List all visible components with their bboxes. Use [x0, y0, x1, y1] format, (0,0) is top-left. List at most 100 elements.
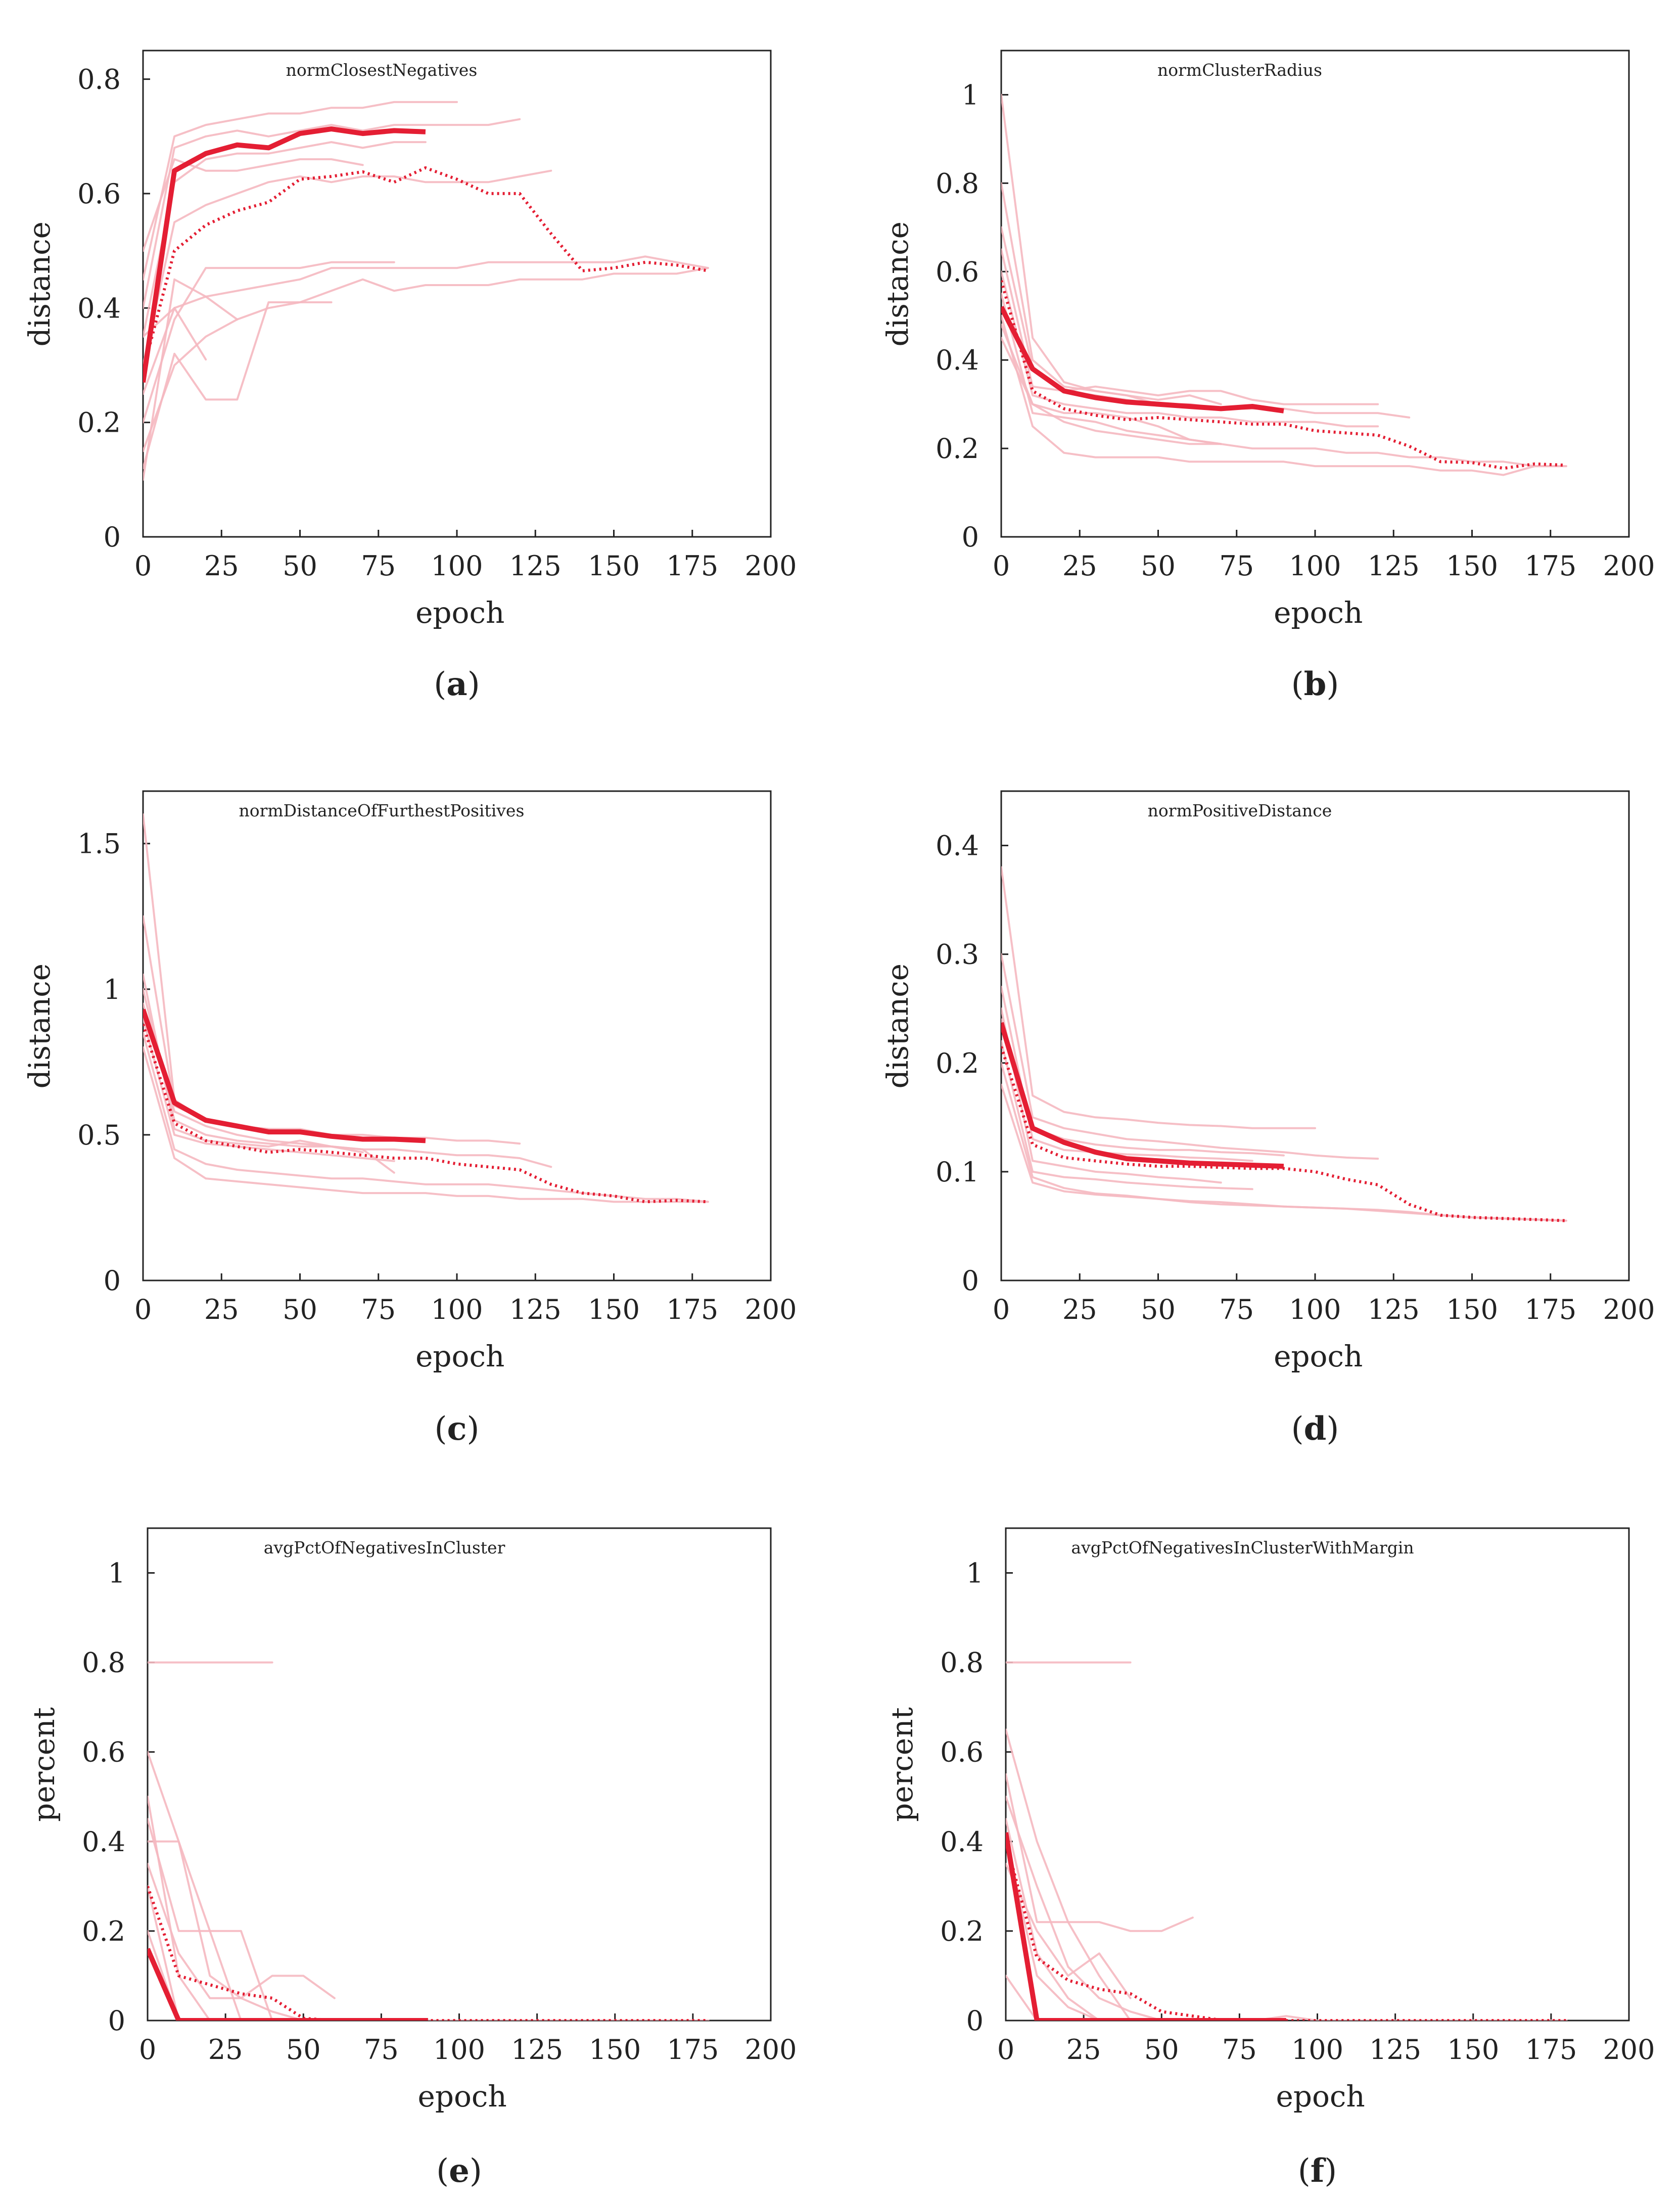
background-series-line [143, 169, 552, 366]
series-group [1001, 866, 1567, 1222]
background-series-line [1001, 1040, 1253, 1190]
y-tick-label: 1 [966, 1557, 984, 1589]
x-tick-label: 200 [1603, 1294, 1655, 1325]
y-tick-label: 0.2 [936, 1047, 979, 1079]
x-tick-label: 150 [1447, 2034, 1499, 2066]
x-tick-label: 175 [1524, 550, 1576, 582]
plot-title: normDistanceOfFurthestPositives [239, 801, 524, 820]
background-series-line [143, 1046, 709, 1203]
x-tick-label: 125 [1369, 2034, 1421, 2066]
series-group [143, 101, 709, 481]
solid-mean-series-line [1001, 305, 1284, 414]
y-tick-label: 0 [108, 2005, 125, 2037]
chart-panel-a: 0 25 50 75 100 125 150 175 200 0 0.2 0.4 0.6 0.8 normC… [22, 50, 797, 703]
series-group [143, 813, 709, 1204]
plot-title: normClusterRadius [1157, 60, 1322, 80]
solid-mean-series-line [143, 126, 426, 383]
y-tick-label: 0.8 [82, 1647, 125, 1679]
background-series-line [1001, 866, 1316, 1129]
y-tick-label: 0.2 [82, 1915, 125, 1947]
x-tick-label: 200 [744, 1294, 797, 1325]
x-tick-label: 125 [511, 2034, 563, 2066]
y-axis-title: distance [880, 964, 915, 1089]
y-axis-title: distance [22, 964, 57, 1089]
x-tick-label: 75 [364, 2034, 399, 2066]
x-tick-label: 75 [361, 550, 396, 582]
x-tick-label: 175 [1524, 1294, 1576, 1325]
x-tick-label: 0 [139, 2034, 156, 2066]
background-series-line [1001, 953, 1379, 1160]
background-series-line [1001, 337, 1567, 468]
y-tick-label: 0.4 [936, 830, 979, 862]
x-tick-label: 200 [1603, 550, 1655, 582]
y-tick-label: 0.8 [940, 1647, 984, 1679]
y-tick-label: 0 [104, 521, 121, 553]
dotted-mean-series-line [143, 166, 709, 372]
background-series-line [143, 261, 395, 424]
y-tick-label: 0.6 [936, 256, 979, 288]
y-tick-label: 1 [104, 974, 121, 1005]
x-tick-label: 200 [744, 2034, 797, 2066]
y-tick-label: 0.2 [940, 1915, 984, 1947]
y-tick-label: 0 [966, 2005, 984, 2037]
x-tick-label: 125 [1368, 1294, 1420, 1325]
x-tick-label: 150 [1446, 1294, 1498, 1325]
y-tick-label: 0.2 [77, 407, 121, 439]
y-tick-label: 0 [104, 1265, 121, 1297]
plot-title: avgPctOfNegativesInClusterWithMargin [1071, 1538, 1414, 1557]
panel-caption: (a) [434, 665, 480, 703]
y-tick-label: 0.8 [936, 167, 979, 199]
panel-caption: (b) [1291, 665, 1339, 703]
chart-panel-e: 0 25 50 75 100 125 150 175 200 0 0.2 0.4 0.6 0.8 1 avgP… [27, 1527, 797, 2190]
background-series-line [143, 1017, 395, 1162]
plot-title: normClosestNegatives [286, 60, 478, 80]
solid-mean-series-line [1001, 1022, 1284, 1169]
background-series-line [148, 1885, 273, 2021]
background-series-line [1001, 1007, 1222, 1184]
x-tick-label: 100 [1291, 2034, 1343, 2066]
x-tick-label: 125 [1368, 550, 1420, 582]
y-tick-label: 0 [962, 1265, 979, 1297]
y-tick-label: 0.5 [77, 1119, 121, 1151]
background-series-line [143, 158, 364, 252]
chart-panel-d: 0 25 50 75 100 125 150 175 200 0 0.1 0.2 0.3 0.4 normP… [880, 790, 1655, 1448]
y-tick-label: 1 [962, 79, 979, 111]
plot-title: normPositiveDistance [1148, 801, 1332, 820]
x-tick-label: 50 [286, 2034, 321, 2066]
x-tick-label: 75 [361, 1294, 396, 1325]
background-series-line [1006, 1840, 1568, 2021]
x-axis-title: epoch [1274, 595, 1363, 630]
background-series-line [143, 101, 458, 281]
x-tick-label: 0 [993, 550, 1010, 582]
x-tick-label: 25 [204, 550, 239, 582]
x-tick-label: 25 [1062, 1294, 1097, 1325]
x-axis-title: epoch [1274, 1339, 1363, 1373]
y-tick-label: 0.4 [940, 1826, 984, 1858]
background-series-line [143, 278, 239, 481]
background-series-line [1001, 314, 1567, 476]
x-tick-label: 0 [993, 1294, 1010, 1325]
x-tick-label: 50 [1141, 1294, 1176, 1325]
x-tick-label: 100 [431, 1294, 483, 1325]
y-tick-label: 0.2 [936, 433, 979, 465]
y-tick-label: 0 [962, 521, 979, 553]
x-tick-label: 50 [1144, 2034, 1179, 2066]
x-tick-label: 25 [1066, 2034, 1101, 2066]
x-tick-label: 0 [997, 2034, 1014, 2066]
x-tick-label: 150 [588, 1294, 640, 1325]
background-series-line [1006, 1863, 1132, 1999]
y-tick-label: 1.5 [77, 828, 121, 860]
x-tick-label: 150 [589, 2034, 641, 2066]
y-tick-label: 0.8 [77, 64, 121, 96]
x-tick-label: 50 [283, 550, 317, 582]
x-tick-label: 100 [431, 550, 483, 582]
panel-caption: (e) [436, 2152, 482, 2190]
panel-caption: (d) [1291, 1410, 1339, 1448]
solid-mean-series-line [143, 1008, 426, 1143]
background-series-line [1006, 1728, 1194, 1932]
y-axis-title: distance [22, 221, 57, 347]
panel-caption: (f) [1298, 2152, 1337, 2190]
panel-caption: (c) [435, 1410, 480, 1448]
x-tick-label: 50 [1141, 550, 1176, 582]
x-tick-label: 25 [1062, 550, 1097, 582]
